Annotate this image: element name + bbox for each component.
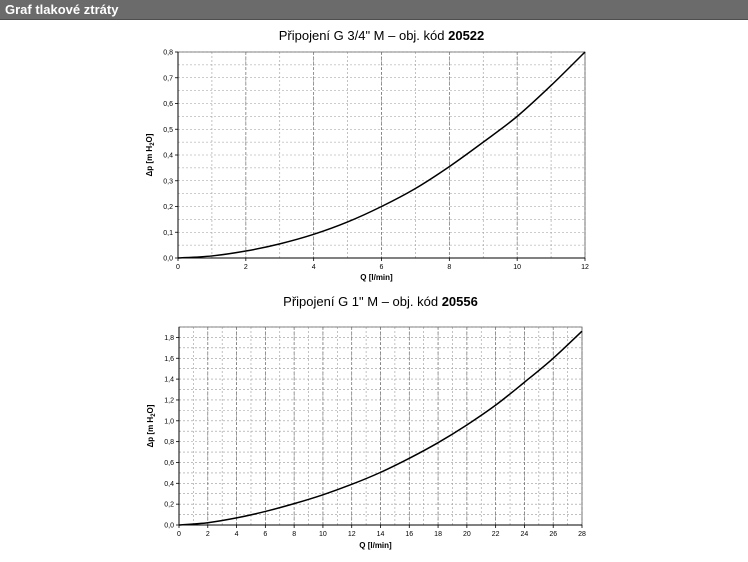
x-tick-label: 12 [581, 264, 589, 271]
y-tick-label: 0,2 [163, 204, 173, 211]
x-tick-label: 4 [235, 531, 239, 538]
x-tick-label: 10 [319, 531, 327, 538]
x-tick-label: 0 [177, 531, 181, 538]
x-tick-label: 2 [206, 531, 210, 538]
x-tick-label: 8 [447, 264, 451, 271]
x-tick-label: 10 [513, 264, 521, 271]
y-tick-label: 0,0 [164, 523, 174, 530]
x-tick-label: 6 [380, 264, 384, 271]
y-axis-label-part: O] [146, 404, 155, 413]
y-tick-label: 1,0 [164, 418, 174, 425]
x-tick-label: 6 [263, 531, 267, 538]
y-tick-label: 0,3 [163, 178, 173, 185]
x-tick-label: 14 [377, 531, 385, 538]
y-tick-label: 1,2 [164, 397, 174, 404]
y-tick-label: 0,4 [164, 481, 174, 488]
x-tick-label: 26 [549, 531, 557, 538]
chart-title-prefix: Připojení G 3/4" M – obj. kód [279, 28, 448, 43]
x-tick-label: 16 [405, 531, 413, 538]
y-axis-label-part: Δp [m H [145, 146, 154, 177]
chart-title-code: 20522 [448, 28, 484, 43]
y-tick-label: 0,8 [163, 50, 173, 57]
y-tick-label: 1,8 [164, 335, 174, 342]
chart-title: Připojení G 3/4" M – obj. kód 20522 [279, 28, 485, 43]
x-axis-label: Q [l/min] [359, 541, 392, 550]
x-tick-label: 12 [348, 531, 356, 538]
x-tick-label: 24 [521, 531, 529, 538]
x-tick-label: 18 [434, 531, 442, 538]
series-line [177, 51, 586, 259]
y-tick-label: 0,5 [163, 127, 173, 134]
y-axis-label-subscript: 2 [150, 142, 156, 146]
chart-title: Připojení G 1" M – obj. kód 20556 [283, 294, 478, 309]
y-tick-label: 0,7 [163, 75, 173, 82]
y-tick-label: 0,1 [163, 230, 173, 237]
x-axis-label: Q [l/min] [360, 273, 393, 282]
x-tick-label: 22 [492, 531, 500, 538]
x-tick-label: 4 [312, 264, 316, 271]
y-tick-label: 0,6 [164, 460, 174, 467]
y-axis-label-subscript: 2 [151, 413, 157, 417]
y-axis-label-part: Δp [m H [146, 417, 155, 448]
series-line [178, 330, 583, 526]
pressure-loss-chart-20522: Připojení G 3/4" M – obj. kód 20522 0 2 4 6 8… [145, 28, 589, 282]
x-tick-label: 8 [292, 531, 296, 538]
y-tick-label: 0,4 [163, 153, 173, 160]
chart-title-prefix: Připojení G 1" M – obj. kód [283, 294, 442, 309]
y-tick-label: 0,6 [163, 101, 173, 108]
section-header: Graf tlakové ztráty [0, 0, 748, 20]
x-tick-label: 0 [176, 264, 180, 271]
section-title: Graf tlakové ztráty [5, 2, 119, 17]
y-axis-label-part: O] [145, 133, 154, 142]
y-tick-label: 0,0 [163, 256, 173, 263]
y-tick-label: 1,4 [164, 377, 174, 384]
x-tick-label: 2 [244, 264, 248, 271]
chart-title-code: 20556 [442, 294, 478, 309]
y-tick-label: 1,6 [164, 356, 174, 363]
x-tick-label: 28 [578, 531, 586, 538]
y-axis-label: Δp [m H2O] [145, 133, 156, 176]
y-axis-label: Δp [m H2O] [146, 404, 157, 447]
x-tick-label: 20 [463, 531, 471, 538]
y-tick-label: 0,2 [164, 502, 174, 509]
y-tick-label: 0,8 [164, 439, 174, 446]
